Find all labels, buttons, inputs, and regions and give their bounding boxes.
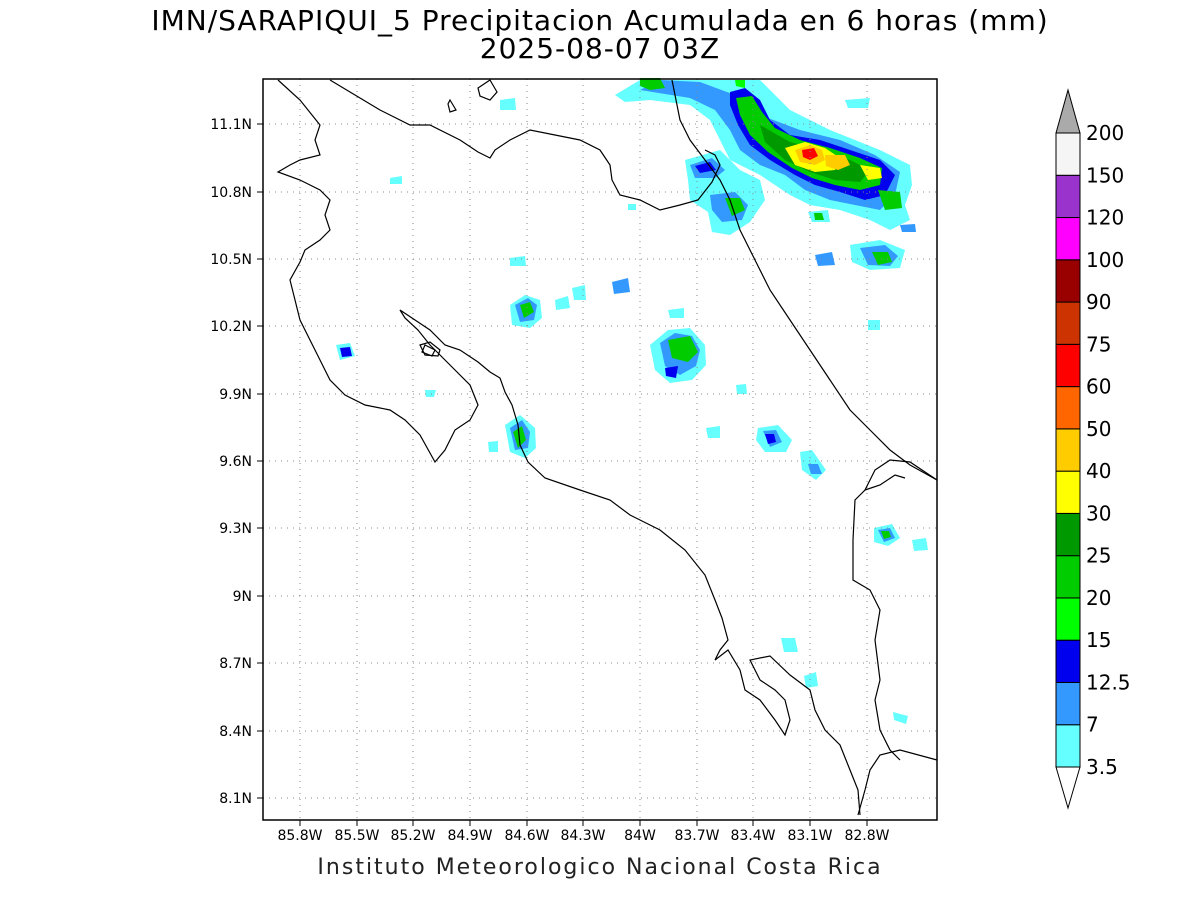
colorbar-level-label: 150 [1086,163,1124,187]
lon-label: 84.9W [447,828,492,844]
map-subtitle: 2025-08-07 03Z [479,32,721,65]
colorbar-swatch [1055,174,1081,219]
lon-label: 85.5W [334,828,379,844]
colorbar-level-label: 90 [1086,290,1111,314]
colorbar-swatch [1055,343,1081,388]
lat-label: 8.1N [219,791,252,807]
colorbar-swatch [1055,132,1081,176]
lon-label: 85.2W [390,828,435,844]
colorbar-level-label: 100 [1086,248,1124,272]
colorbar-bottom-arrow [1055,766,1081,810]
lon-label: 83.1W [787,828,832,844]
colorbar-swatch [1055,597,1081,641]
colorbar [1055,88,1081,810]
lat-label: 9N [233,589,252,605]
colorbar-swatch [1055,301,1081,345]
axis-ticks [257,123,868,826]
colorbar-level-label: 75 [1086,332,1111,356]
lat-label: 8.4N [219,724,252,740]
lat-label: 11.1N [210,117,252,133]
lon-label: 82.8W [844,828,889,844]
colorbar-level-label: 3.5 [1086,755,1118,779]
colorbar-swatch [1055,386,1081,430]
lat-label: 8.7N [219,656,252,672]
map-grid [263,79,937,820]
lat-label: 10.2N [210,319,252,335]
lat-label: 9.6N [219,454,252,470]
colorbar-level-label: 120 [1086,206,1124,230]
colorbar-swatch [1055,470,1081,514]
colorbar-level-label: 40 [1086,459,1111,483]
colorbar-level-label: 60 [1086,375,1111,399]
lon-label: 83.4W [730,828,775,844]
colorbar-top-arrow [1055,88,1081,134]
colorbar-level-label: 200 [1086,121,1124,145]
colorbar-swatch [1055,428,1081,472]
lat-label: 9.3N [219,521,252,537]
map-frame [262,78,938,821]
lon-label: 84W [624,828,656,844]
colorbar-level-label: 25 [1086,544,1111,568]
lat-label: 10.8N [210,185,252,201]
colorbar-swatch [1055,217,1081,261]
colorbar-level-label: 30 [1086,501,1111,525]
lon-label: 84.3W [560,828,605,844]
colorbar-swatch [1055,724,1081,768]
colorbar-level-label: 15 [1086,628,1111,652]
colorbar-swatch [1055,681,1081,726]
lon-label: 84.6W [504,828,549,844]
map-plot-area [257,78,938,826]
colorbar-level-label: 7 [1086,713,1099,737]
coastline [276,79,938,816]
colorbar-swatch [1055,259,1081,303]
colorbar-swatch [1055,555,1081,599]
map-title: IMN/SARAPIQUI_5 Precipitacion Acumulada … [151,4,1049,37]
colorbar-level-label: 20 [1086,586,1111,610]
lat-label: 10.5N [210,252,252,268]
lon-label: 83.7W [674,828,719,844]
colorbar-level-label: 12.5 [1086,670,1131,694]
lon-label: 85.8W [277,828,322,844]
colorbar-level-label: 50 [1086,417,1111,441]
colorbar-swatch [1055,639,1081,683]
colorbar-swatch [1055,512,1081,557]
footer-credit: Instituto Meteorologico Nacional Costa R… [317,855,883,880]
lat-label: 9.9N [219,387,252,403]
